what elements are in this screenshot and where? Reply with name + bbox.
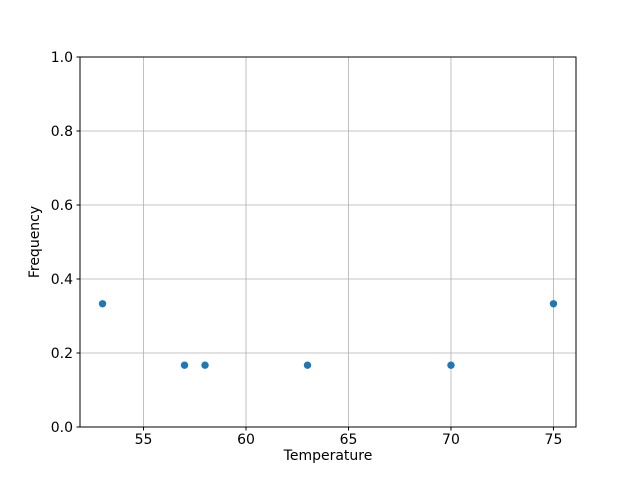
data-point [549, 300, 558, 308]
y-tick-label: 0.0 [51, 420, 73, 436]
data-point [180, 361, 189, 369]
data-point [98, 300, 107, 308]
x-tick-label: 60 [237, 432, 255, 448]
x-axis-label: Temperature [283, 448, 373, 464]
data-point [303, 361, 312, 369]
x-tick-label: 75 [545, 432, 563, 448]
y-tick-label: 0.8 [51, 124, 73, 140]
x-tick-label: 70 [442, 432, 460, 448]
axes-background [80, 57, 576, 427]
data-point [447, 361, 455, 369]
y-tick-label: 0.2 [51, 346, 73, 362]
y-axis-label: Frequency [27, 205, 43, 279]
y-tick-label: 0.6 [51, 198, 73, 214]
y-tick-label: 1.0 [51, 50, 73, 66]
axes-spines [79, 56, 577, 428]
x-tick-label: 65 [340, 432, 358, 448]
data-point [201, 361, 209, 369]
y-tick-label: 0.4 [51, 272, 73, 288]
x-tick-label: 55 [135, 432, 153, 448]
